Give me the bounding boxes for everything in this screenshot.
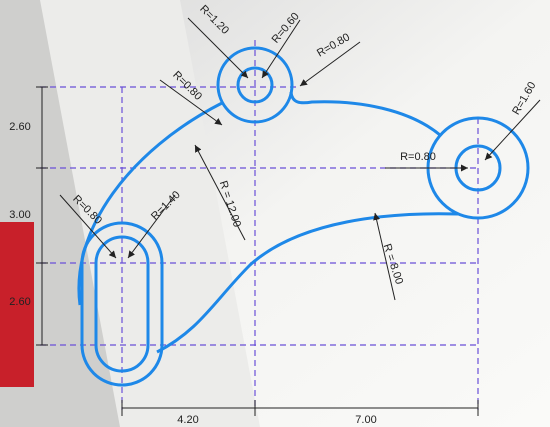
drawing: R=1.20R=0.60R=0.80R=0.80R=1.60R=0.802.60… bbox=[0, 0, 550, 427]
dimension-label: 4.20 bbox=[177, 414, 198, 426]
dimension-label: 2.60 bbox=[9, 121, 30, 133]
dimension-label: 3.00 bbox=[9, 209, 30, 221]
dimension-label: 7.00 bbox=[355, 414, 376, 426]
dimension-label: 2.60 bbox=[9, 296, 30, 308]
dimension-label: R=0.80 bbox=[400, 151, 436, 163]
